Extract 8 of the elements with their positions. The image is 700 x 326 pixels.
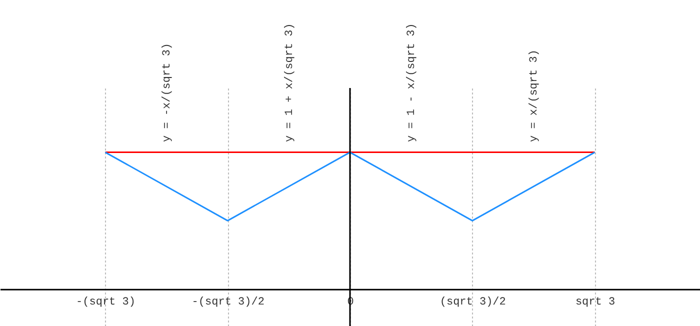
text: y = 1 + x/(sqrt 3) [284, 23, 296, 142]
x-tick-label: sqrt 3 [575, 296, 616, 309]
x-tick-label: (sqrt 3)/2 [440, 296, 506, 309]
text: y = x/(sqrt 3) [528, 50, 541, 142]
x-tick-label: -(sqrt 3) [76, 296, 136, 309]
x-tick-label: -(sqrt 3)/2 [192, 296, 264, 309]
text: y = 1 - x/(sqrt 3) [406, 23, 418, 142]
text: y = -x/(sqrt 3) [161, 42, 174, 142]
